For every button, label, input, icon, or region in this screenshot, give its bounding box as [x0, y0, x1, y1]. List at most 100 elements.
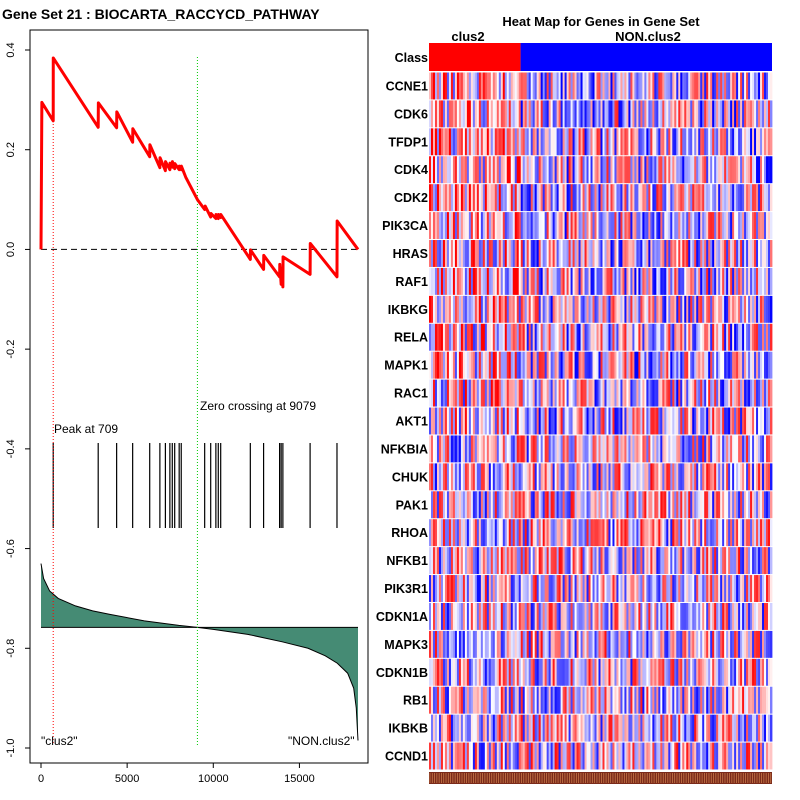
heatmap-cell — [662, 379, 665, 407]
heatmap-cell — [506, 602, 510, 630]
heatmap-cell — [648, 184, 651, 212]
heatmap-cell — [544, 212, 548, 240]
heatmap-cell — [530, 686, 534, 714]
heatmap-cell — [742, 295, 745, 323]
heatmap-cell — [456, 435, 460, 463]
heatmap-cell — [566, 351, 569, 379]
heatmap-cell — [628, 72, 631, 100]
heatmap-cell — [658, 72, 661, 100]
heatmap-cell — [720, 72, 723, 100]
heatmap-cell — [684, 379, 687, 407]
heatmap-cell — [608, 295, 611, 323]
heatmap-cell — [534, 295, 538, 323]
heatmap-cell — [620, 547, 623, 575]
heatmap-cell — [512, 491, 516, 519]
heatmap-cell — [498, 128, 502, 156]
heatmap-cell — [462, 547, 466, 575]
heatmap-cell — [616, 435, 619, 463]
heatmap-cell — [738, 463, 741, 491]
heatmap-cell — [734, 407, 737, 435]
heatmap-cell — [634, 686, 637, 714]
heatmap-cell — [686, 491, 689, 519]
heatmap-cell — [646, 184, 649, 212]
heatmap-cell — [446, 686, 450, 714]
heatmap-cell — [540, 212, 544, 240]
heatmap-cell — [614, 463, 617, 491]
heatmap-cell — [716, 491, 719, 519]
heatmap-cell — [488, 575, 492, 602]
heatmap-cell — [632, 463, 635, 491]
heatmap-cell — [736, 463, 739, 491]
heatmap-cell — [560, 602, 564, 630]
heatmap-cell — [444, 156, 448, 184]
heatmap-cell — [766, 212, 769, 240]
heatmap-cell — [720, 575, 723, 602]
heatmap-row — [429, 295, 773, 323]
heatmap-cell — [634, 240, 637, 267]
heatmap-cell — [696, 575, 699, 602]
heatmap-cell — [742, 323, 745, 351]
heatmap-cell — [456, 323, 460, 351]
heatmap-cell — [476, 128, 480, 156]
heatmap-cell — [532, 519, 536, 547]
heatmap-cell — [670, 630, 673, 658]
heatmap-cell — [544, 575, 548, 602]
heatmap-cell — [668, 240, 671, 267]
heatmap-cell — [460, 602, 464, 630]
heatmap-cell — [678, 379, 681, 407]
heatmap-cell — [748, 407, 751, 435]
heatmap-cell — [618, 463, 621, 491]
heatmap-cell — [754, 295, 757, 323]
heatmap-cell — [696, 156, 699, 184]
heatmap-cell — [736, 435, 739, 463]
heatmap-cell — [564, 547, 567, 575]
heatmap-cell — [700, 100, 703, 128]
heatmap-cell — [546, 323, 550, 351]
heatmap-cell — [518, 602, 522, 630]
heatmap-cell — [566, 658, 569, 686]
heatmap-cell — [472, 602, 476, 630]
heatmap-cell — [618, 212, 621, 240]
heatmap-cell — [476, 463, 480, 491]
heatmap-cell — [610, 212, 613, 240]
heatmap-cell — [518, 547, 522, 575]
heatmap-cell — [518, 379, 522, 407]
heatmap-cell — [704, 379, 707, 407]
heatmap-cell — [524, 491, 528, 519]
heatmap-cell — [472, 658, 476, 686]
heatmap-cell — [634, 100, 637, 128]
heatmap-cell — [620, 463, 623, 491]
heatmap-cell — [444, 547, 448, 575]
heatmap-cell — [572, 128, 575, 156]
heatmap-cell — [756, 491, 759, 519]
heatmap-cell — [524, 519, 528, 547]
heatmap-cell — [748, 351, 751, 379]
heatmap-cell — [708, 630, 711, 658]
heatmap-cell — [444, 463, 448, 491]
heatmap-cell — [494, 742, 498, 770]
heatmap-cell — [586, 212, 589, 240]
heatmap-cell — [450, 630, 454, 658]
gene-label: AKT1 — [395, 415, 428, 429]
heatmap-cell — [606, 686, 609, 714]
heatmap-cell — [710, 519, 713, 547]
heatmap-cell — [682, 658, 685, 686]
heatmap-cell — [658, 212, 661, 240]
heatmap-cell — [746, 72, 749, 100]
heatmap-cell — [436, 128, 440, 156]
heatmap-cell — [594, 435, 597, 463]
heatmap-cell — [752, 602, 755, 630]
heatmap-cell — [548, 184, 552, 212]
heatmap-cell — [668, 100, 671, 128]
heatmap-cell — [502, 547, 506, 575]
heatmap-cell — [764, 630, 767, 658]
heatmap-cell — [696, 714, 699, 742]
heatmap-cell — [636, 72, 639, 100]
heatmap-cell — [512, 575, 516, 602]
heatmap-cell — [592, 156, 595, 184]
heatmap-cell — [462, 491, 466, 519]
heatmap-cell — [606, 267, 609, 295]
heatmap-cell — [442, 658, 446, 686]
heatmap-cell — [702, 156, 705, 184]
heatmap-cell — [734, 435, 737, 463]
